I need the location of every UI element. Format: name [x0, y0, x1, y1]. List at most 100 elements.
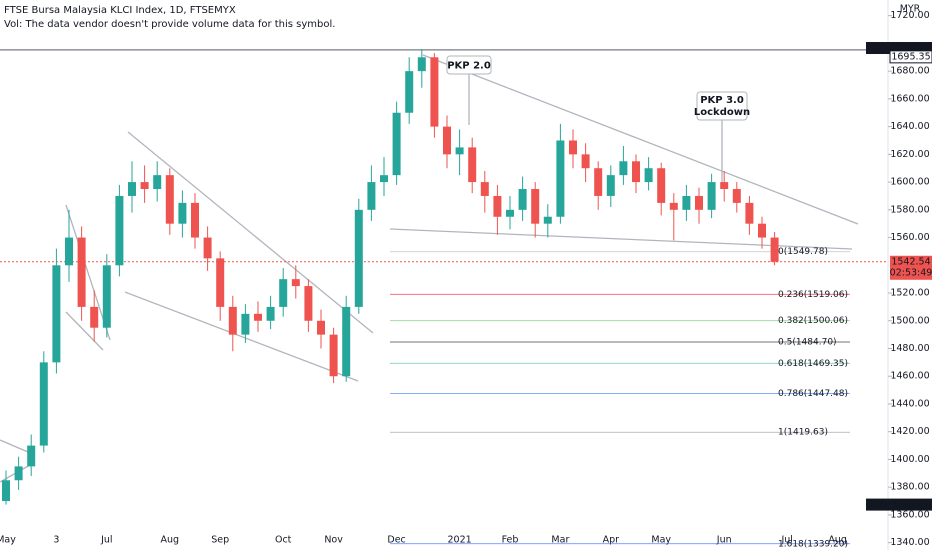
y-tick-label: 1640.00 — [890, 121, 929, 132]
x-tick-label: 2021 — [448, 535, 472, 546]
candle-body — [39, 362, 48, 446]
candle-body — [342, 306, 351, 377]
y-tick-label: 1420.00 — [890, 426, 929, 437]
trend-line — [124, 291, 359, 382]
marker-label: Low — [869, 499, 888, 510]
candle-body — [669, 202, 678, 210]
candle-body — [354, 209, 363, 307]
fib-label: 0.382(1500.06) — [778, 316, 848, 326]
marker-badge — [890, 498, 932, 511]
trend-line — [127, 131, 374, 334]
marker-badge — [866, 42, 890, 55]
chart-title: FTSE Bursa Malaysia KLCI Index, 1D, FTSE… — [4, 5, 236, 16]
y-tick-label: 1660.00 — [890, 93, 929, 104]
candle-body — [140, 182, 149, 190]
candle-body — [594, 168, 603, 196]
countdown: 02:53:49 — [890, 267, 932, 278]
y-tick-label: 1560.00 — [890, 232, 929, 243]
candle-body — [254, 313, 262, 321]
candle-body — [178, 202, 187, 224]
fib-label: 0.618(1469.35) — [778, 359, 848, 369]
candle-body — [569, 140, 577, 155]
y-tick-label: 1360.00 — [890, 509, 929, 520]
y-tick-label: 1380.00 — [890, 482, 929, 493]
candle-body — [556, 140, 565, 217]
candle-body — [581, 154, 590, 169]
x-tick-label: May — [651, 535, 671, 546]
candle-body — [102, 265, 111, 328]
candle-body — [153, 175, 162, 190]
marker-label: High — [867, 43, 889, 54]
candle-body — [506, 209, 514, 217]
candle-body — [758, 223, 766, 238]
y-tick-label: 1500.00 — [890, 315, 929, 326]
candle-body — [392, 112, 401, 176]
candle-body — [380, 175, 388, 183]
currency: MYR — [900, 4, 921, 15]
candle-body — [367, 182, 376, 210]
annotation: PKP 2.0 — [447, 61, 491, 72]
annotation-box — [446, 55, 492, 75]
candle-body — [657, 168, 666, 203]
chart-subtitle: Vol: The data vendor doesn't provide vol… — [4, 19, 335, 30]
y-tick-label: 1460.00 — [890, 371, 929, 382]
fib-label: 1.618(1339.20) — [778, 539, 848, 549]
candle-body — [304, 286, 313, 321]
trend-line — [65, 311, 104, 351]
last-price-badge — [890, 255, 932, 280]
candle-body — [606, 175, 615, 196]
x-tick-label: Apr — [603, 535, 620, 546]
x-tick-label: Jul — [780, 535, 792, 546]
y-tick-label: 1620.00 — [890, 149, 929, 160]
candle-body — [77, 237, 86, 307]
candle-body — [329, 334, 338, 377]
marker-value: 1695.96 — [891, 43, 930, 54]
fib-label: 0(1549.78) — [778, 247, 828, 257]
fib-label: 1(1419.63) — [778, 428, 828, 438]
candle-body — [65, 237, 73, 266]
candle-body — [405, 71, 414, 113]
candle-body — [707, 182, 716, 210]
level-badge — [889, 50, 932, 64]
candle-body — [455, 147, 464, 155]
marker-value: 1367.44 — [891, 499, 930, 510]
y-tick-label: 1520.00 — [890, 288, 929, 299]
y-tick-label: 1600.00 — [890, 177, 929, 188]
y-tick-label: 1580.00 — [890, 204, 929, 215]
candle-body — [216, 258, 225, 307]
fib-label: 0.5(1484.70) — [778, 337, 837, 347]
x-tick-label: Mar — [551, 535, 569, 546]
candle-body — [695, 195, 703, 210]
candle-body — [52, 265, 61, 363]
plot: 1340.00 1360.00 1380.00 1400.00 1420.00 1440.… — [0, 10, 932, 549]
candle-body — [720, 182, 729, 190]
candle-body — [14, 466, 23, 481]
marker-badge — [866, 498, 890, 511]
candle-body — [732, 189, 741, 203]
candle-body — [115, 195, 124, 266]
candle-body — [644, 168, 653, 183]
candle-body — [191, 202, 199, 238]
candle-body — [266, 306, 275, 321]
candle-body — [2, 480, 10, 502]
candle-body — [417, 57, 426, 72]
x-tick-label: Dec — [387, 535, 405, 546]
x-tick-label: Jun — [716, 535, 732, 546]
fib-label: 0.786(1447.48) — [778, 389, 848, 399]
trend-line — [422, 54, 859, 225]
x-tick-label: Aug — [828, 535, 847, 546]
candle-body — [128, 182, 136, 196]
candle-body — [279, 279, 288, 307]
candle-body — [241, 313, 250, 335]
annotation: PKP 3.0 — [700, 95, 744, 106]
x-tick-label: Aug — [161, 535, 180, 546]
x-tick-label: Feb — [502, 535, 519, 546]
level-value: 1695.35 — [891, 51, 930, 62]
candle-body — [27, 445, 36, 467]
candle-body — [770, 237, 779, 262]
candle-body — [165, 175, 174, 224]
candle-body — [543, 216, 552, 224]
candle-body — [291, 279, 300, 287]
x-tick-label: 3 — [53, 535, 59, 546]
